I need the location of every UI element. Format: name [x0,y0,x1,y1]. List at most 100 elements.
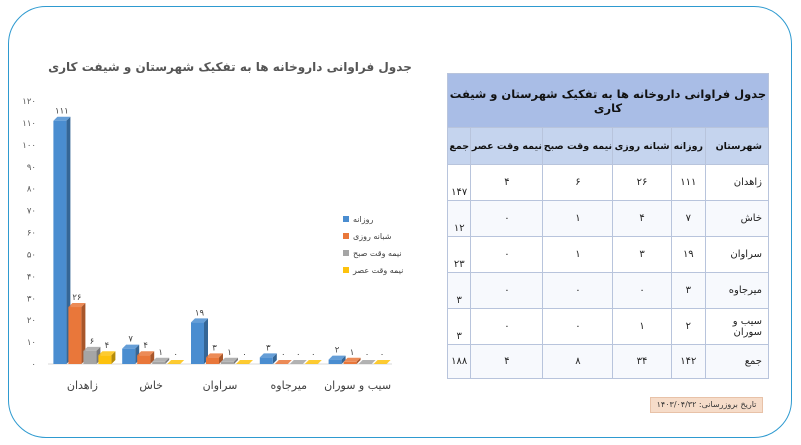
legend-swatch [343,267,349,273]
bar-top [358,360,376,364]
data-label: ۲۶ [72,293,81,303]
data-label: ۰ [242,350,247,360]
y-tick-label: ۶۰ [27,229,36,239]
bar-top [206,353,223,358]
cell-city: خاش [705,200,769,237]
cell-24h: ۰ [612,272,672,309]
bar-top [137,351,155,356]
cell-total: ۲۳ [446,236,472,273]
y-tick-label: ۱۱۰ [22,119,36,129]
bar [98,355,112,364]
y-tick-label: ۳۰ [27,294,36,304]
bar [152,361,166,364]
table-row: سراوان ۱۹ ۳ ۱ ۰ ۲۳ [446,236,769,273]
x-tick-label: خاش [139,379,163,392]
legend-label: نیمه وقت صبح [353,249,402,258]
legend-swatch [343,216,349,222]
data-label: ۱ [158,348,163,358]
data-label: ۴ [143,341,148,351]
cell-evening: ۴ [470,164,544,201]
data-label: ۰ [365,350,370,360]
cell-total: ۱۲ [446,200,472,237]
bar-top [191,318,208,323]
cell-morning: ۱ [542,200,614,237]
table-row: خاش ۷ ۴ ۱ ۰ ۱۲ [446,200,769,237]
data-label: ۱ [350,348,355,358]
data-label: ۰ [311,350,316,360]
bar-top [274,360,292,364]
x-tick-label: زاهدان [67,379,98,392]
bar-side [341,355,346,364]
header-24h: شبانه روزی [612,127,672,165]
y-tick-label: ۴۰ [27,272,36,282]
bar-top [68,303,86,308]
header-evening: نیمه وقت عصر [470,127,544,165]
data-label: ۰ [173,350,178,360]
bar [68,307,82,364]
y-tick-label: ۱۰۰ [22,141,36,151]
bar-top [83,346,101,351]
cell-city: جمع [705,344,769,379]
cell-city: سیب و سوران [705,308,769,345]
bar-top [152,357,170,362]
cell-evening: ۰ [470,308,544,345]
data-label: ۰ [281,350,286,360]
cell-24h: ۱ [612,308,672,345]
bar-top [343,357,361,362]
legend-label: روزانه [353,215,373,224]
bar [328,359,342,364]
cell-evening: ۰ [470,272,544,309]
bar-side [165,357,170,364]
cell-city: زاهدان [705,164,769,201]
data-label: ۳ [212,343,217,353]
y-tick-label: ۵۰ [27,250,36,260]
cell-morning: ۶ [542,164,614,201]
bar-side [81,303,86,364]
cell-total: ۳ [446,308,472,345]
y-tick-label: ۲۰ [27,316,36,326]
cell-daily: ۷ [670,200,707,237]
bar-top [236,360,253,364]
bar-side [272,353,277,364]
bar-side [356,357,361,364]
bar-side [66,116,71,364]
cell-city: سراوان [705,236,769,273]
bar-top [53,116,71,121]
update-date-note: تاریخ بروزرسانی: ۱۴۰۳/۰۴/۳۲ [650,397,763,413]
data-label: ۴ [105,341,110,351]
header-city: شهرستان [705,127,769,165]
bar-side [204,318,208,364]
bar [137,355,151,364]
cell-evening: ۰ [470,200,544,237]
cell-total: ۳ [446,272,472,309]
table-title: جدول فراوانی داروخانه ها به تفکیک شهرستا… [447,73,769,128]
bar [191,322,204,364]
y-tick-label: ۹۰ [27,163,36,173]
cell-24h: ۲۶ [612,164,672,201]
x-tick-label: میرجاوه [271,379,308,392]
y-tick-label: ۸۰ [27,185,36,195]
bar-top [328,355,346,360]
data-label: ۳ [266,343,271,353]
table-title-row: جدول فراوانی داروخانه ها به تفکیک شهرستا… [447,73,769,128]
legend-swatch [343,233,349,239]
cell-morning: ۰ [542,272,614,309]
bar-top [373,360,391,364]
y-tick-label: ۷۰ [27,207,36,217]
table-row: زاهدان ۱۱۱ ۲۶ ۶ ۴ ۱۴۷ [446,164,769,201]
table-total-row: جمع ۱۴۲ ۳۴ ۸ ۴ ۱۸۸ [446,344,769,379]
data-label: ۰ [380,350,385,360]
bar [83,350,97,364]
bar-top [304,360,322,364]
bar [259,357,273,364]
data-label: ۷ [128,335,133,345]
cell-evening: ۴ [470,344,544,379]
bar [343,361,357,364]
bar-top [167,360,185,364]
cell-24h: ۳ [612,236,672,273]
x-tick-label: سراوان [203,379,238,392]
cell-daily: ۲ [670,308,707,345]
bar-side [219,353,223,364]
table-header-row: شهرستان روزانه شبانه روزی نیمه وقت صبح ن… [446,127,769,165]
